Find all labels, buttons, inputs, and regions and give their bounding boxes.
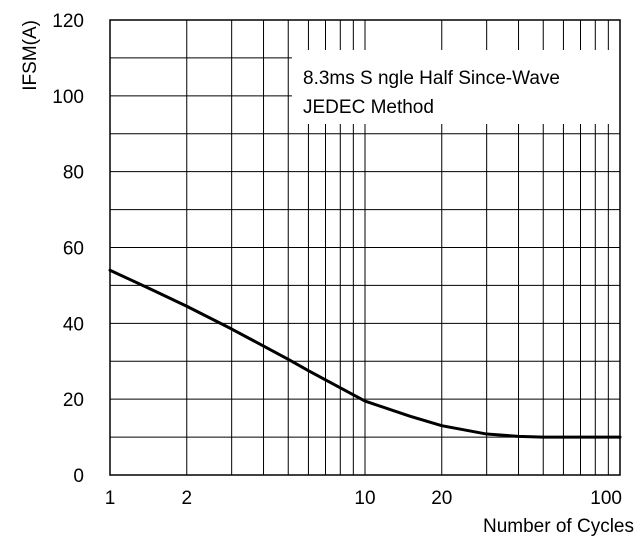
grid [110, 20, 620, 475]
x-tick-label: 2 [181, 488, 192, 509]
y-tick-label: 120 [52, 11, 84, 32]
x-tick-label: 20 [431, 488, 452, 509]
y-tick-labels: 0 20 40 60 80 100 120 [52, 11, 84, 487]
series-group [108, 268, 622, 439]
series-line-0 [108, 268, 622, 439]
y-tick-label: 20 [63, 390, 84, 411]
x-tick-label: 100 [590, 488, 622, 509]
y-tick-label: 60 [63, 239, 84, 260]
y-axis-label: IFSM(A) [20, 20, 41, 91]
annotation-box: 8.3ms S ngle Half Since-Wave JEDEC Metho… [292, 50, 624, 124]
annotation-line-1: 8.3ms S ngle Half Since-Wave [303, 68, 560, 89]
x-tick-label: 10 [354, 488, 375, 509]
y-tick-label: 100 [52, 87, 84, 108]
annotation-line-2: JEDEC Method [303, 97, 434, 118]
y-tick-label: 80 [63, 163, 84, 184]
x-tick-labels: 1 2 10 20 100 [105, 488, 622, 509]
plot-frame [109, 19, 621, 476]
annotation-background [292, 50, 624, 124]
y-tick-label: 0 [73, 466, 84, 487]
x-tick-label: 1 [105, 488, 116, 509]
y-tick-label: 40 [63, 314, 84, 335]
x-axis-label: Number of Cycles [483, 516, 634, 537]
